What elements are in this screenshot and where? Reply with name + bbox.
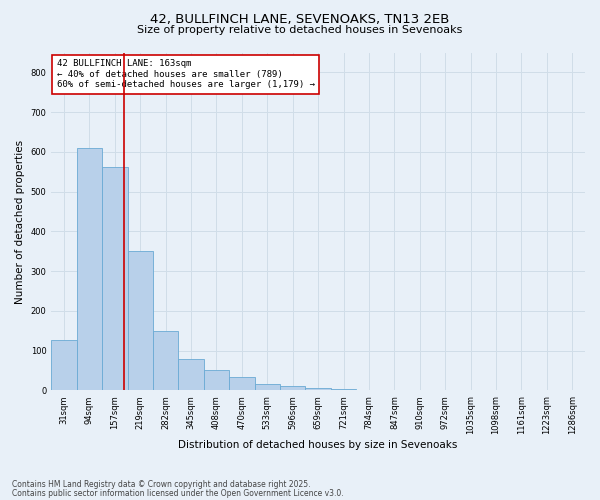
Bar bbox=[204, 370, 229, 390]
Y-axis label: Number of detached properties: Number of detached properties bbox=[15, 140, 25, 304]
Bar bbox=[77, 148, 102, 390]
Bar bbox=[178, 360, 204, 390]
Bar bbox=[254, 384, 280, 390]
Bar bbox=[51, 340, 77, 390]
Text: Size of property relative to detached houses in Sevenoaks: Size of property relative to detached ho… bbox=[137, 25, 463, 35]
Text: Contains HM Land Registry data © Crown copyright and database right 2025.: Contains HM Land Registry data © Crown c… bbox=[12, 480, 311, 489]
Bar bbox=[128, 250, 153, 390]
Text: 42 BULLFINCH LANE: 163sqm
← 40% of detached houses are smaller (789)
60% of semi: 42 BULLFINCH LANE: 163sqm ← 40% of detac… bbox=[56, 60, 314, 89]
Bar bbox=[153, 331, 178, 390]
Bar bbox=[305, 388, 331, 390]
Bar bbox=[280, 386, 305, 390]
Bar bbox=[102, 166, 128, 390]
Bar bbox=[229, 376, 254, 390]
Text: Contains public sector information licensed under the Open Government Licence v3: Contains public sector information licen… bbox=[12, 488, 344, 498]
Text: 42, BULLFINCH LANE, SEVENOAKS, TN13 2EB: 42, BULLFINCH LANE, SEVENOAKS, TN13 2EB bbox=[151, 12, 449, 26]
X-axis label: Distribution of detached houses by size in Sevenoaks: Distribution of detached houses by size … bbox=[178, 440, 458, 450]
